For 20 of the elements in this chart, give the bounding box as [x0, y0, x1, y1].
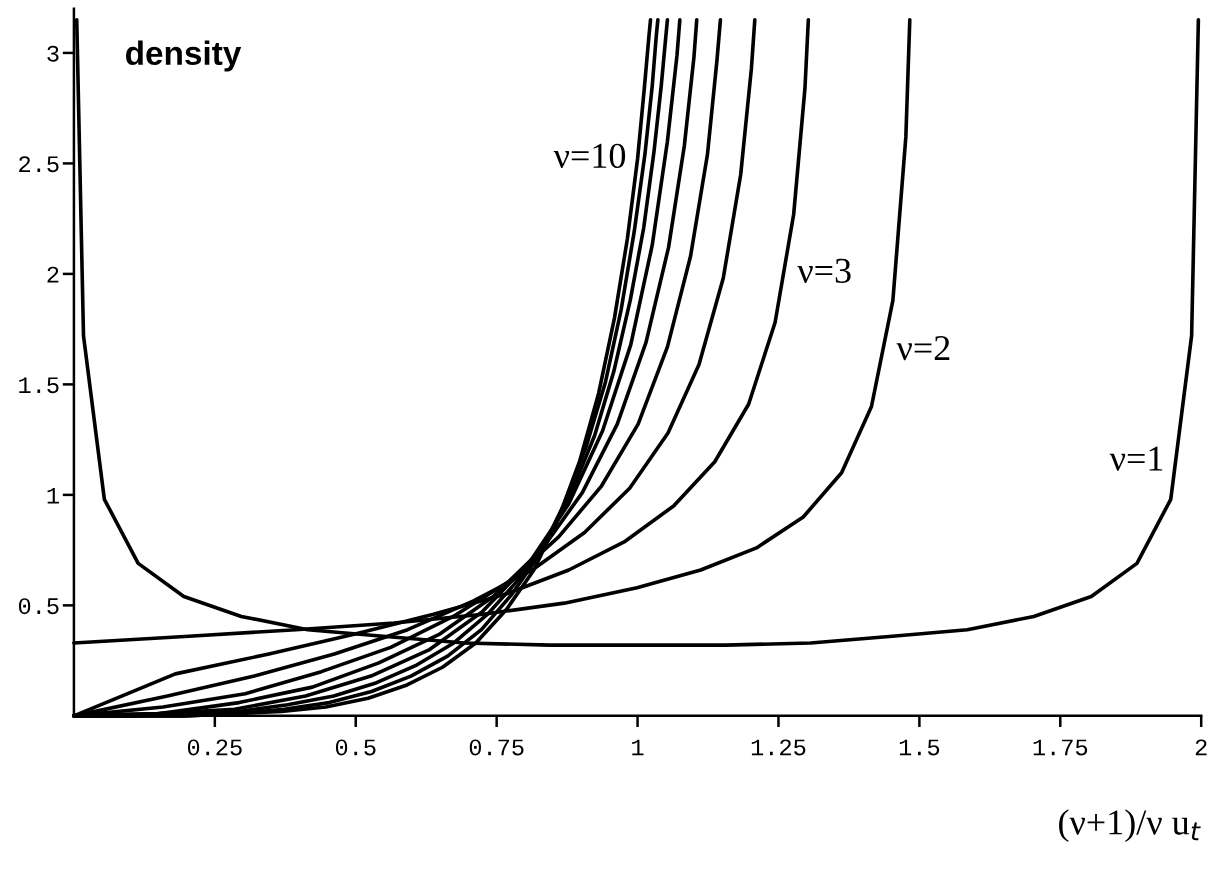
x-tick-label: 1.75: [1033, 739, 1088, 756]
series-label: ν=1: [1109, 446, 1163, 471]
y-axis-title: density: [126, 40, 242, 72]
x-tick-label: 1.25: [751, 739, 806, 756]
series-label: ν=3: [797, 258, 851, 283]
series-label: ν=2: [896, 336, 950, 361]
series-label: ν=10: [553, 143, 626, 169]
y-tick-label: 1: [47, 487, 59, 504]
x-tick-label: 0.25: [187, 739, 242, 756]
y-tick-label: 2.5: [19, 156, 59, 173]
x-tick-label: 1: [632, 739, 644, 756]
x-tick-label: 0.75: [469, 739, 524, 756]
y-tick-label: 1.5: [19, 377, 59, 394]
x-tick-label: 0.5: [335, 739, 376, 756]
x-tick-label: 1.5: [899, 739, 940, 756]
y-tick-label: 3: [47, 45, 59, 62]
y-tick-label: 2: [47, 266, 59, 283]
x-axis-title: (ν+1)/ν u$_{t}$: [1059, 809, 1201, 842]
y-tick-label: 0.5: [18, 598, 59, 615]
x-tick-label: 2: [1195, 739, 1207, 756]
